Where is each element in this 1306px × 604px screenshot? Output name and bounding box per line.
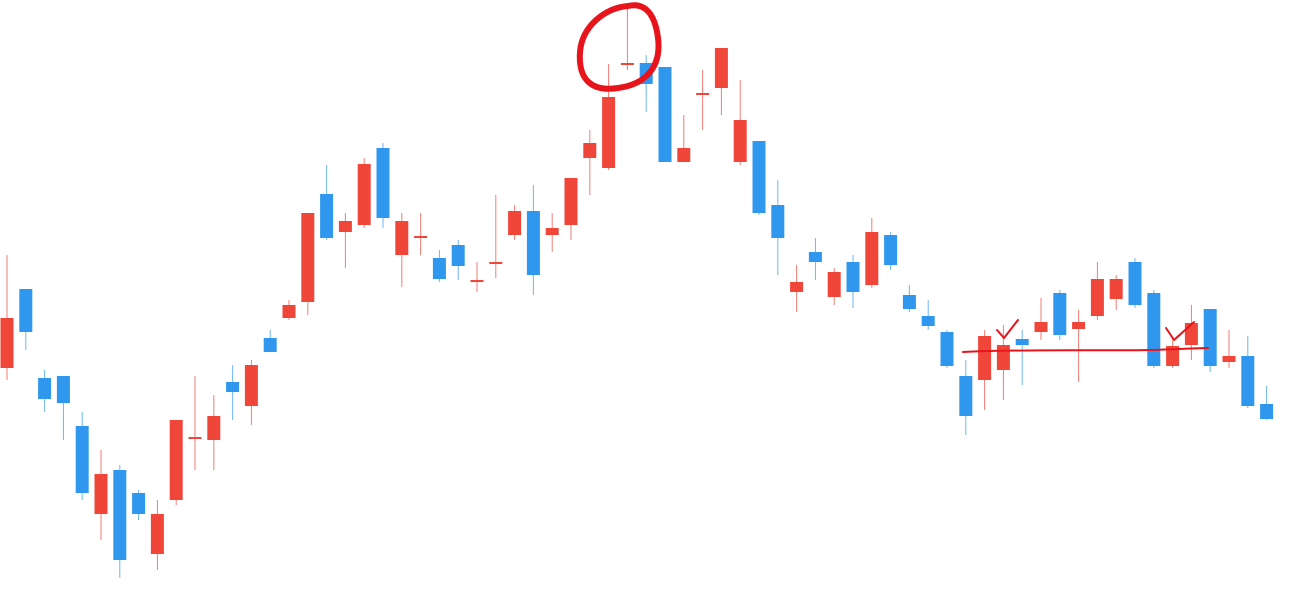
candle-body <box>150 514 164 554</box>
candle-body <box>169 420 183 500</box>
candle-body <box>1034 322 1048 332</box>
candle-body <box>508 211 522 235</box>
candle-body <box>583 143 597 158</box>
candle-body <box>113 470 127 560</box>
candle-body <box>996 345 1010 370</box>
candle-body <box>301 213 315 302</box>
candle-body <box>75 426 89 493</box>
candle-body <box>338 221 352 232</box>
candle-body <box>940 332 954 366</box>
annotations <box>576 2 1209 353</box>
candle-body <box>414 236 428 238</box>
candle-body <box>207 416 221 440</box>
candle-body <box>921 316 935 326</box>
candle-body <box>1184 323 1198 345</box>
candle-body <box>282 305 296 318</box>
candle-body <box>188 437 202 439</box>
candle-body <box>771 205 785 238</box>
candle-body <box>1128 262 1142 305</box>
candle-body <box>733 120 747 162</box>
candles <box>0 5 1274 578</box>
candle-body <box>0 318 14 368</box>
candle-body <box>526 211 540 275</box>
candle-body <box>1053 293 1067 335</box>
candle-body <box>19 289 33 332</box>
candle-body <box>790 282 804 292</box>
candle-body <box>38 378 52 399</box>
candle-body <box>884 235 898 265</box>
candle-body <box>865 232 879 285</box>
candle-body <box>489 262 503 264</box>
candle-body <box>602 97 616 168</box>
candle-body <box>1166 346 1180 366</box>
candle-body <box>752 141 766 213</box>
candle-body <box>714 48 728 88</box>
candle-body <box>620 63 634 65</box>
candle-body <box>902 295 916 309</box>
check-mark <box>996 319 1019 339</box>
candle-body <box>545 228 559 235</box>
candle-body <box>56 376 70 403</box>
check-mark <box>1165 321 1195 341</box>
candle-body <box>451 245 465 266</box>
candle-body <box>1147 293 1161 366</box>
candle-body <box>470 280 484 282</box>
candle-body <box>1109 279 1123 299</box>
candle-body <box>1260 404 1274 419</box>
candle-body <box>677 148 691 162</box>
candle-body <box>320 194 334 238</box>
candle-body <box>94 474 108 514</box>
candle-body <box>846 262 860 292</box>
candle-body <box>432 258 446 279</box>
candle-body <box>1090 279 1104 316</box>
candle-body <box>1015 339 1029 345</box>
candle-body <box>808 252 822 262</box>
candle-body <box>244 365 258 406</box>
candle-body <box>658 67 672 162</box>
candle-body <box>827 272 841 297</box>
candle-body <box>357 164 371 225</box>
candle-body <box>1222 356 1236 362</box>
candle-body <box>226 382 240 392</box>
candle-body <box>959 376 973 416</box>
candle-body <box>132 493 146 514</box>
support-line <box>962 347 1209 353</box>
candle-body <box>696 93 710 95</box>
candle-body <box>564 178 578 225</box>
candle-body <box>1203 309 1217 366</box>
candle-body <box>263 338 277 352</box>
candle-body <box>978 336 992 380</box>
highlight-circle <box>576 2 662 92</box>
candle-body <box>376 148 390 218</box>
candle-body <box>1241 356 1255 406</box>
candle-body <box>1072 322 1086 329</box>
candle-body <box>395 221 409 255</box>
